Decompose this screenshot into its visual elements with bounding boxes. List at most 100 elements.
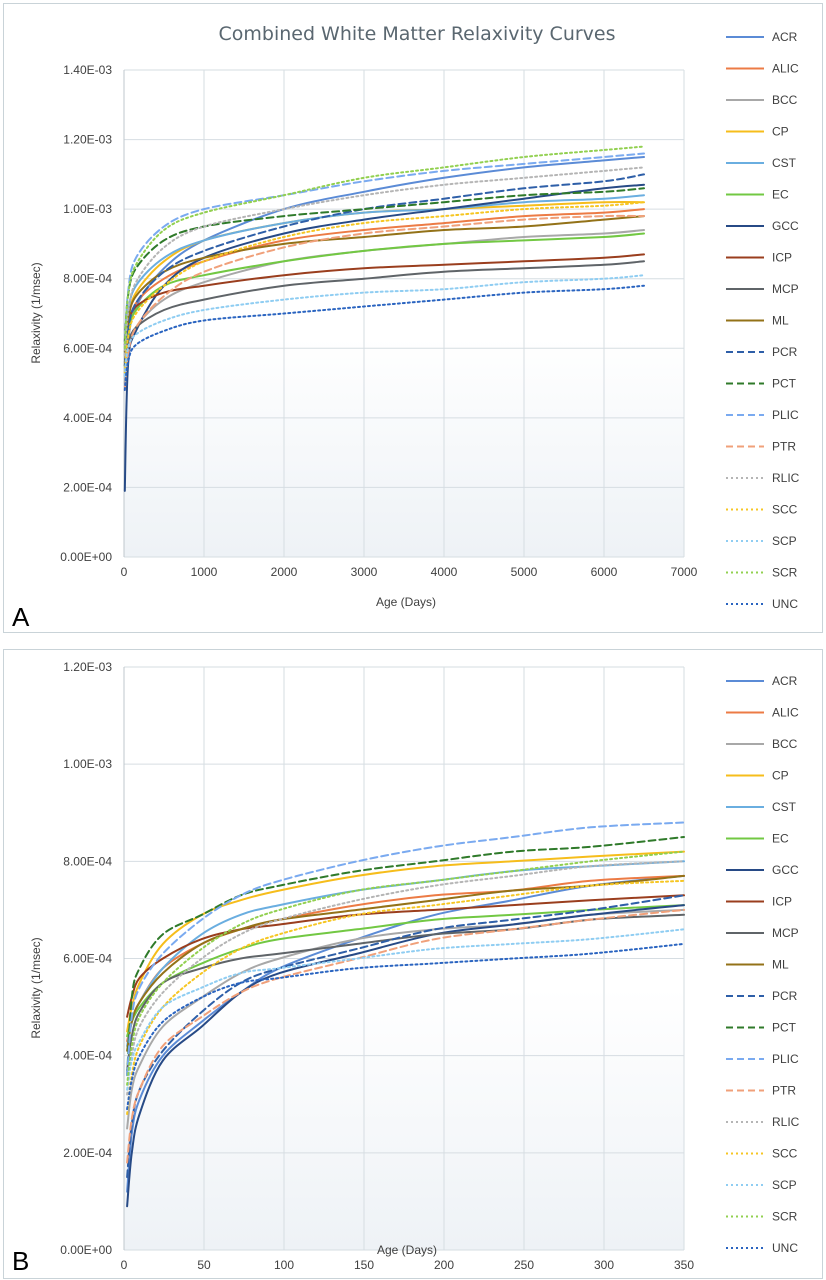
y-ticks-b: 0.00E+00 2.00E-04 4.00E-04 6.00E-04 8.00E-04… xyxy=(60,660,112,1257)
legend-item-bcc: BCC xyxy=(726,93,798,107)
legend-item-scr: SCR xyxy=(726,1210,798,1224)
legend-item-icp: ICP xyxy=(726,251,792,265)
series-line-icp xyxy=(126,894,685,1018)
y-ticks-a: 0.00E+00 2.00E-04 4.00E-04 6.00E-04 8.00E-04… xyxy=(60,63,112,564)
series-line-plic xyxy=(126,821,685,1077)
series-line-pcr xyxy=(123,173,645,367)
legend-label: MCP xyxy=(772,926,799,940)
legend-label: SCC xyxy=(772,503,798,517)
plot-area-a xyxy=(123,145,645,492)
legend-label: CST xyxy=(772,156,797,170)
legend-label: MCP xyxy=(772,282,799,296)
legend-label: ACR xyxy=(772,674,798,688)
x-tick-label: 300 xyxy=(594,1258,614,1272)
x-tick-label: 350 xyxy=(674,1258,694,1272)
x-tick-label: 200 xyxy=(434,1258,454,1272)
legend-label: ICP xyxy=(772,251,792,265)
legend-label: GCC xyxy=(772,863,799,877)
series-line-ptr xyxy=(126,908,685,1164)
y-tick-label: 4.00E-04 xyxy=(63,411,112,425)
legend-label: CP xyxy=(772,125,789,139)
series-line-ml xyxy=(123,215,645,353)
legend-item-ml: ML xyxy=(726,314,789,328)
x-ticks-b: 0 50 100 150 200 250 300 350 xyxy=(121,1258,695,1272)
legend-item-unc: UNC xyxy=(726,597,798,611)
legend-label: ALIC xyxy=(772,706,799,720)
x-tick-label: 3000 xyxy=(351,565,378,579)
legend-item-gcc: GCC xyxy=(726,219,799,233)
legend-label: UNC xyxy=(772,597,798,611)
legend-label: RLIC xyxy=(772,1115,800,1129)
x-tick-label: 0 xyxy=(121,565,128,579)
panel-label-b: B xyxy=(12,1246,29,1276)
legend-label: PLIC xyxy=(772,408,799,422)
panel-a: Combined White Matter Relaxivity Curves … xyxy=(3,3,823,633)
y-tick-label: 1.00E-03 xyxy=(63,202,112,216)
x-tick-label: 6000 xyxy=(591,565,618,579)
series-line-unc xyxy=(123,284,645,391)
legend-item-plic: PLIC xyxy=(726,1052,799,1066)
chart-a: Combined White Matter Relaxivity Curves … xyxy=(12,23,800,632)
series-line-ml xyxy=(126,874,685,1052)
legend-item-alic: ALIC xyxy=(726,706,799,720)
legend-item-bcc: BCC xyxy=(726,737,798,751)
legend-item-mcp: MCP xyxy=(726,926,799,940)
y-tick-label: 4.00E-04 xyxy=(63,1049,112,1063)
legend-label: BCC xyxy=(772,93,798,107)
legend-item-cp: CP xyxy=(726,769,789,783)
legend-item-rlic: RLIC xyxy=(726,1115,800,1129)
legend-item-scc: SCC xyxy=(726,503,798,517)
x-tick-label: 4000 xyxy=(431,565,458,579)
legend-item-pcr: PCR xyxy=(726,345,798,359)
legend-label: PCR xyxy=(772,345,798,359)
series-line-scc xyxy=(123,201,645,374)
legend-label: PCR xyxy=(772,989,798,1003)
legend-label: ALIC xyxy=(772,62,799,76)
grid-b xyxy=(123,666,685,1251)
legend-label: UNC xyxy=(772,1241,798,1255)
panel-label-a: A xyxy=(12,602,30,632)
y-tick-label: 0.00E+00 xyxy=(60,1243,112,1257)
panel-b: 0.00E+00 2.00E-04 4.00E-04 6.00E-04 8.00E-04… xyxy=(3,649,823,1279)
legend-item-acr: ACR xyxy=(726,30,798,44)
legend-label: SCR xyxy=(772,1210,798,1224)
legend-item-cst: CST xyxy=(726,800,797,814)
legend-label: ICP xyxy=(772,895,792,909)
series-line-unc xyxy=(126,942,685,1111)
x-tick-label: 250 xyxy=(514,1258,534,1272)
legend-item-gcc: GCC xyxy=(726,863,799,877)
legend-item-unc: UNC xyxy=(726,1241,798,1255)
series-line-scr xyxy=(123,145,645,350)
legend-item-alic: ALIC xyxy=(726,62,799,76)
legend-label: PCT xyxy=(772,1021,797,1035)
series-line-scp xyxy=(123,274,645,378)
legend-item-ml: ML xyxy=(726,958,789,972)
series-line-scp xyxy=(126,928,685,1091)
legend-b: ACR ALIC BCC CP CST EC GCC ICP MCP ML PCR PCT PLIC PT… xyxy=(726,674,800,1255)
y-axis-label: Relaxivity (1/msec) xyxy=(29,937,43,1038)
series-line-rlic xyxy=(126,860,685,1096)
y-tick-label: 1.20E-03 xyxy=(63,133,112,147)
y-tick-label: 0.00E+00 xyxy=(60,550,112,564)
legend-label: BCC xyxy=(772,737,798,751)
x-tick-label: 100 xyxy=(274,1258,294,1272)
legend-item-scr: SCR xyxy=(726,566,798,580)
legend-label: PTR xyxy=(772,1084,796,1098)
x-tick-label: 7000 xyxy=(671,565,698,579)
series-line-pcr xyxy=(126,894,685,1179)
plot-area-b xyxy=(126,821,685,1208)
legend-label: ML xyxy=(772,314,789,328)
series-line-scc xyxy=(126,879,685,1115)
y-tick-label: 6.00E-04 xyxy=(63,952,112,966)
legend-item-ec: EC xyxy=(726,188,789,202)
x-tick-label: 0 xyxy=(121,1258,128,1272)
legend-label: ACR xyxy=(772,30,798,44)
series-line-ec xyxy=(123,232,645,367)
series-line-rlic xyxy=(123,166,645,357)
chart-b: 0.00E+00 2.00E-04 4.00E-04 6.00E-04 8.00E-04… xyxy=(12,660,800,1276)
y-tick-label: 6.00E-04 xyxy=(63,341,112,355)
x-axis-label: Age (Days) xyxy=(377,1243,437,1257)
x-tick-label: 50 xyxy=(197,1258,211,1272)
legend-label: SCR xyxy=(772,566,798,580)
series-line-ec xyxy=(126,904,685,1038)
